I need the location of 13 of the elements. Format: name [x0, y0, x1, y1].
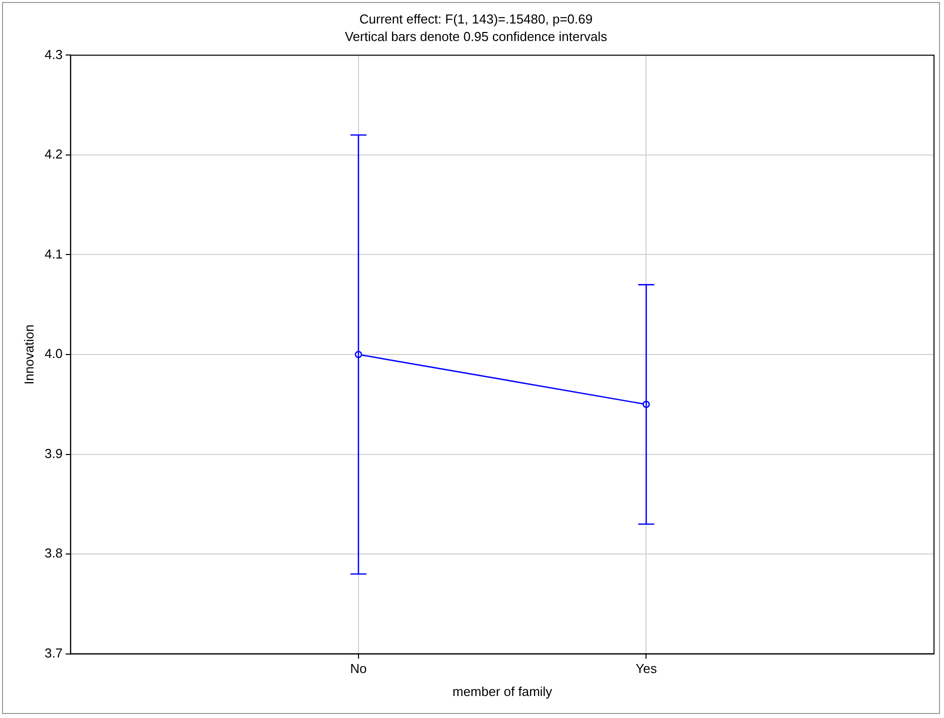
x-tick-label: Yes [636, 661, 658, 676]
y-tick-label: 4.2 [44, 146, 63, 162]
x-axis-title: member of family [452, 684, 553, 699]
y-axis-title: Innovation [21, 324, 36, 384]
y-tick-label: 3.7 [44, 645, 63, 660]
x-tick-label: No [350, 661, 367, 676]
y-tick-label: 4.0 [44, 346, 63, 362]
y-tick-label: 3.9 [44, 446, 63, 461]
y-tick-label: 4.1 [44, 246, 63, 262]
y-tick-label: 4.3 [44, 46, 63, 62]
chart-subtitle: Vertical bars denote 0.95 confidence intervals [344, 28, 608, 44]
chart-title: Current effect: F(1, 143)=.15480, p=0.69 [359, 11, 593, 26]
y-tick-label: 3.8 [44, 546, 63, 561]
